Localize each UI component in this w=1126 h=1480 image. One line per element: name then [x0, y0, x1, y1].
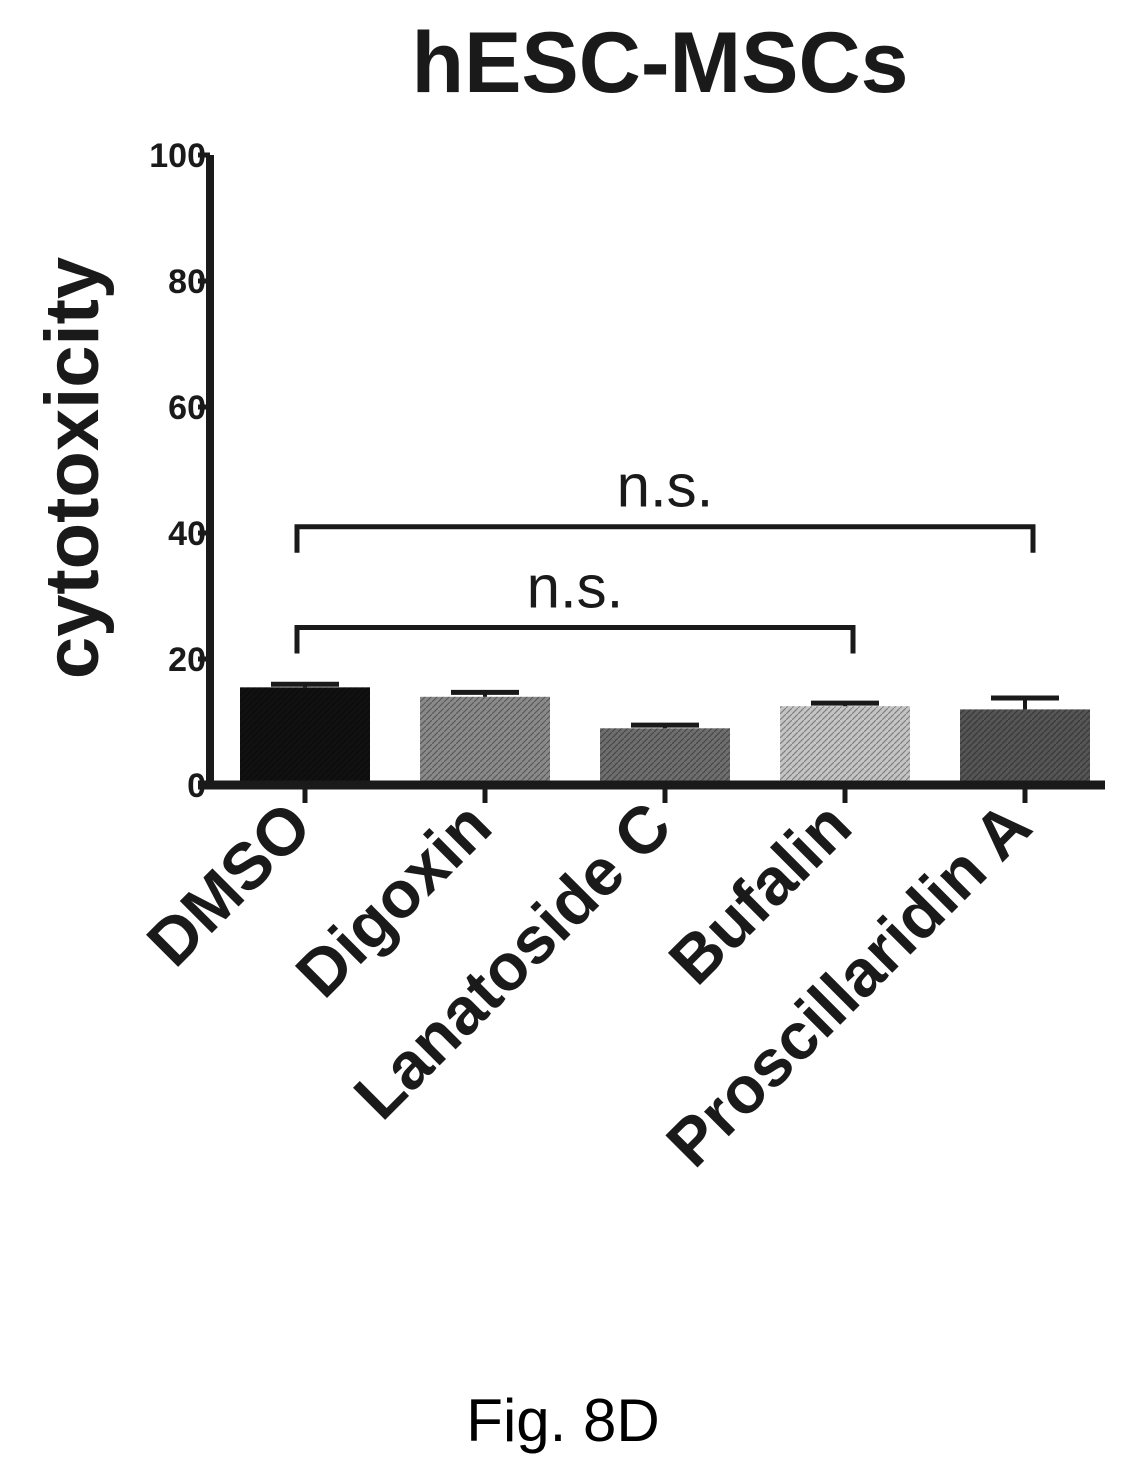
bars: [240, 687, 1090, 785]
significance-bracket: [294, 524, 1036, 553]
category-label: Lanatoside C: [340, 788, 685, 1133]
bar-texture: [600, 728, 730, 785]
chart-title: hESC-MSCs: [412, 15, 909, 111]
bar-texture: [240, 687, 370, 785]
y-tick-label: 60: [168, 389, 206, 427]
significance-annotations: n.s. n.s.: [294, 453, 1036, 654]
figure-caption: Fig. 8D: [466, 1387, 660, 1454]
y-axis-label: cytotoxicity: [30, 257, 115, 679]
bar-texture: [960, 709, 1090, 785]
y-axis-ticks: 0 20 40 60 80 100: [149, 137, 210, 805]
bar-texture: [420, 696, 550, 785]
y-tick-label: 20: [168, 641, 206, 679]
bar-chart: hESC-MSCs cytotoxicity 0 20 40 60 80 100 DMSO…: [30, 15, 1105, 1181]
axes: [198, 155, 1105, 803]
y-tick-label: 100: [149, 137, 206, 175]
significance-label: n.s.: [617, 453, 714, 520]
significance-bracket: [294, 625, 856, 654]
significance-label: n.s.: [527, 554, 624, 621]
bar-texture: [780, 706, 910, 785]
y-tick-label: 0: [187, 767, 206, 805]
error-bars: [271, 681, 1059, 729]
y-tick-label: 40: [168, 515, 206, 553]
y-tick-label: 80: [168, 263, 206, 301]
